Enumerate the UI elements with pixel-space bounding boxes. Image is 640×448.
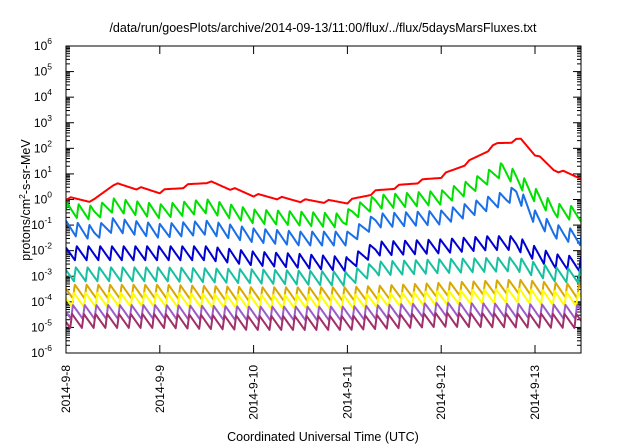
y-axis-label-superscript: 2	[17, 194, 27, 199]
y-tick-label: 10-1	[31, 215, 52, 232]
y-tick-label: 10-3	[31, 266, 52, 283]
series-line	[66, 137, 581, 205]
y-tick-label: 105	[34, 62, 52, 79]
y-tick-label: 102	[34, 138, 52, 155]
series-line	[66, 287, 581, 310]
y-tick-labels: 10-6 10-5 10-4 10-3 10-2 10-1 100 101 102 103 104 1…	[31, 36, 52, 360]
x-tick-label: 2014-9-9	[153, 365, 167, 413]
y-tick-label: 103	[34, 113, 52, 130]
series-line	[66, 301, 581, 322]
y-axis-label-rest: -s-sr-MeV	[19, 139, 33, 195]
x-tick-label: 2014-9-10	[247, 365, 261, 420]
y-tick-label: 10-5	[31, 317, 52, 334]
y-axis-label: protons/cm2-s-sr-MeV	[17, 139, 33, 261]
series-line	[66, 235, 581, 272]
y-tick-label: 104	[34, 87, 52, 104]
x-tick-label: 2014-9-11	[340, 365, 354, 419]
series-line	[66, 186, 581, 247]
x-tick-label: 2014-9-8	[59, 365, 73, 413]
y-tick-label: 10-2	[31, 241, 52, 258]
y-tick-label: 101	[34, 164, 52, 181]
series-lines	[66, 137, 581, 331]
x-tick-label: 2014-9-12	[434, 365, 448, 420]
y-axis-label-base: protons/cm	[19, 199, 33, 261]
x-axis-label: Coordinated Universal Time (UTC)	[227, 430, 419, 444]
y-tick-label: 100	[34, 190, 52, 207]
x-tick-label: 2014-9-13	[528, 365, 542, 420]
y-tick-label: 10-4	[31, 292, 52, 309]
plot-frame	[65, 45, 582, 354]
y-tick-label: 106	[34, 36, 52, 53]
series-line	[66, 162, 581, 229]
series-line	[66, 256, 581, 287]
series-line	[66, 311, 581, 331]
x-tick-labels: 2014-9-8 2014-9-9 2014-9-10 2014-9-11 2014-9…	[59, 365, 542, 420]
series-line	[66, 278, 581, 303]
chart-title: /data/run/goesPlots/archive/2014-09-13/1…	[109, 21, 537, 35]
y-tick-label: 10-6	[31, 343, 52, 360]
